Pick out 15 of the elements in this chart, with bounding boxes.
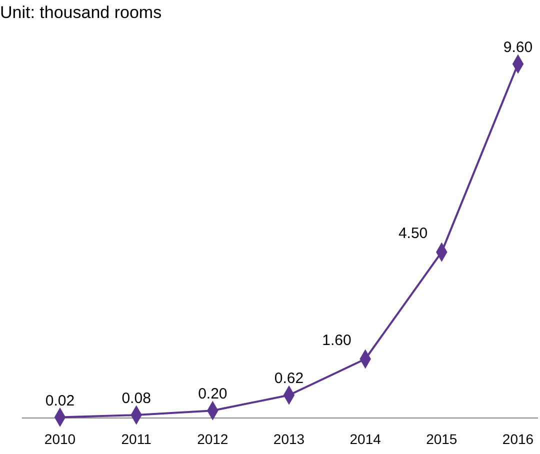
x-tick-label: 2014 — [350, 431, 382, 447]
data-label: 4.50 — [398, 225, 428, 242]
x-tick-label: 2016 — [502, 431, 534, 447]
data-label: 1.60 — [322, 332, 352, 349]
x-tick-label: 2010 — [44, 431, 76, 447]
x-tick-label: 2013 — [273, 431, 305, 447]
x-tick-label: 2015 — [426, 431, 458, 447]
data-label: 0.62 — [274, 370, 304, 388]
data-label: 9.60 — [503, 39, 533, 56]
data-label: 0.08 — [122, 390, 151, 408]
chart-title: Unit: thousand rooms — [0, 3, 162, 22]
x-tick-label: 2011 — [121, 431, 152, 447]
x-tick-label: 2012 — [197, 431, 228, 447]
data-label: 0.02 — [45, 392, 75, 410]
data-label: 0.20 — [198, 386, 228, 403]
